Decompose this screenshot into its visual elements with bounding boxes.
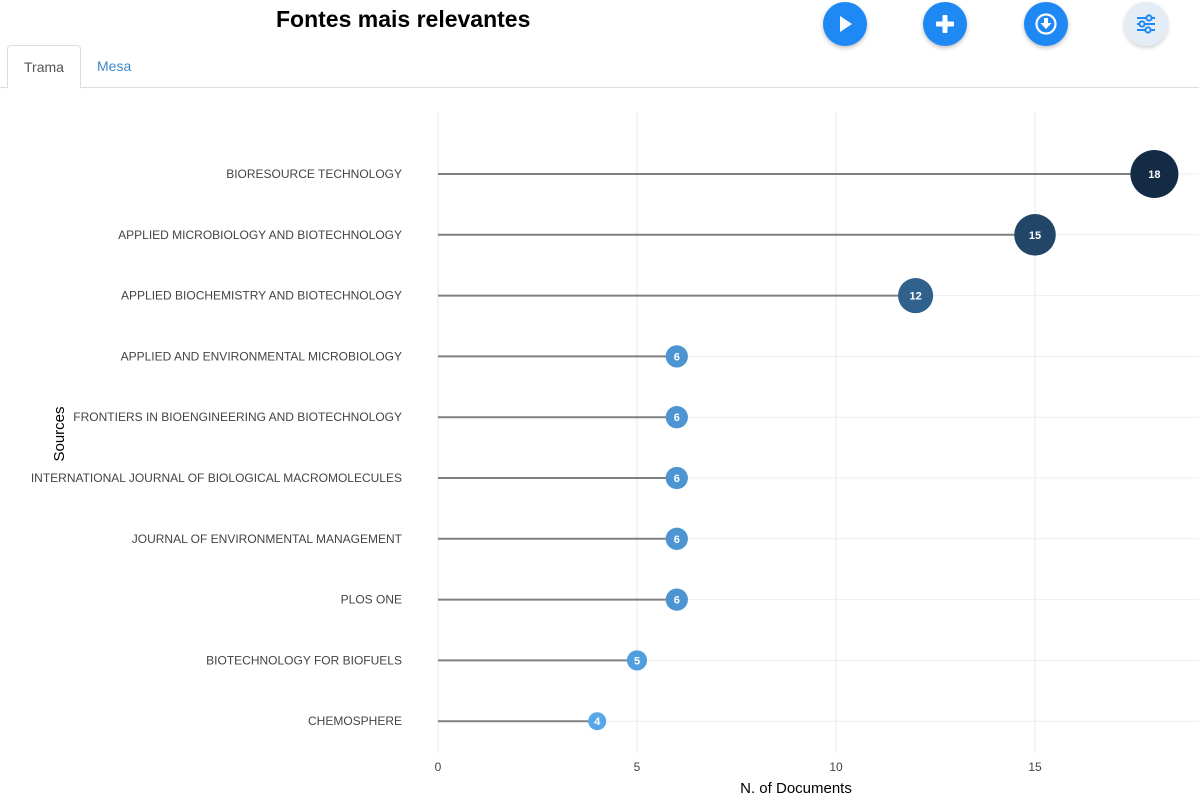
point-value-label: 6 bbox=[674, 351, 680, 363]
x-axis-title: N. of Documents bbox=[740, 780, 852, 797]
x-tick-label: 5 bbox=[634, 760, 641, 774]
y-tick-label: BIORESOURCE TECHNOLOGY bbox=[226, 167, 402, 181]
point-value-label: 18 bbox=[1148, 169, 1160, 181]
y-tick-label: APPLIED MICROBIOLOGY AND BIOTECHNOLOGY bbox=[118, 228, 402, 242]
play-icon bbox=[840, 16, 852, 32]
y-tick-label: PLOS ONE bbox=[341, 593, 402, 607]
lollipop-point bbox=[665, 466, 688, 490]
point-value-label: 5 bbox=[634, 655, 640, 667]
y-tick-label: FRONTIERS IN BIOENGINEERING AND BIOTECHN… bbox=[73, 410, 402, 424]
x-tick-label: 15 bbox=[1028, 760, 1042, 774]
tab-trama[interactable]: Trama bbox=[7, 45, 81, 89]
point-value-label: 6 bbox=[674, 534, 680, 546]
tab-mesa[interactable]: Mesa bbox=[97, 58, 132, 74]
plus-icon bbox=[936, 15, 954, 33]
settings-button[interactable] bbox=[1124, 2, 1168, 46]
point-value-label: 15 bbox=[1029, 230, 1041, 242]
lollipop-point bbox=[665, 406, 688, 429]
add-button[interactable] bbox=[923, 2, 967, 46]
lollipop-point bbox=[1130, 150, 1179, 198]
tab-bar: Trama Mesa bbox=[0, 45, 1199, 89]
point-value-label: 6 bbox=[674, 473, 680, 485]
lollipop-point bbox=[626, 650, 648, 671]
toolbar bbox=[0, 0, 1199, 50]
download-icon bbox=[1035, 13, 1057, 35]
lollipop-point bbox=[665, 527, 688, 550]
lollipop-point bbox=[665, 588, 688, 611]
x-tick-label: 0 bbox=[435, 760, 442, 774]
page-title: Fontes mais relevantes bbox=[276, 6, 531, 32]
y-tick-label: CHEMOSPHERE bbox=[308, 714, 402, 728]
lollipop-point bbox=[588, 712, 607, 731]
download-button[interactable] bbox=[1024, 2, 1068, 46]
lollipop-point bbox=[898, 278, 934, 314]
y-tick-label: INTERNATIONAL JOURNAL OF BIOLOGICAL MACR… bbox=[31, 471, 402, 485]
lollipop-chart: 0 5 10 15 BIORESOURCE TECHNOLOGY 18 APPLIED MI… bbox=[31, 113, 1199, 797]
point-value-label: 12 bbox=[909, 291, 921, 303]
y-tick-label: APPLIED AND ENVIRONMENTAL MICROBIOLOGY bbox=[121, 349, 402, 363]
y-tick-label: APPLIED BIOCHEMISTRY AND BIOTECHNOLOGY bbox=[121, 289, 402, 303]
play-button[interactable] bbox=[823, 2, 867, 46]
point-value-label: 4 bbox=[594, 716, 601, 728]
y-tick-label: JOURNAL OF ENVIRONMENTAL MANAGEMENT bbox=[132, 532, 403, 546]
x-tick-label: 10 bbox=[829, 760, 843, 774]
lollipop-point bbox=[1014, 214, 1056, 256]
y-axis-title: Sources bbox=[51, 406, 68, 461]
point-value-label: 6 bbox=[674, 412, 680, 424]
lollipop-point bbox=[665, 345, 688, 368]
y-tick-label: BIOTECHNOLOGY FOR BIOFUELS bbox=[206, 653, 402, 667]
sliders-icon bbox=[1137, 14, 1155, 34]
point-value-label: 6 bbox=[674, 595, 680, 607]
